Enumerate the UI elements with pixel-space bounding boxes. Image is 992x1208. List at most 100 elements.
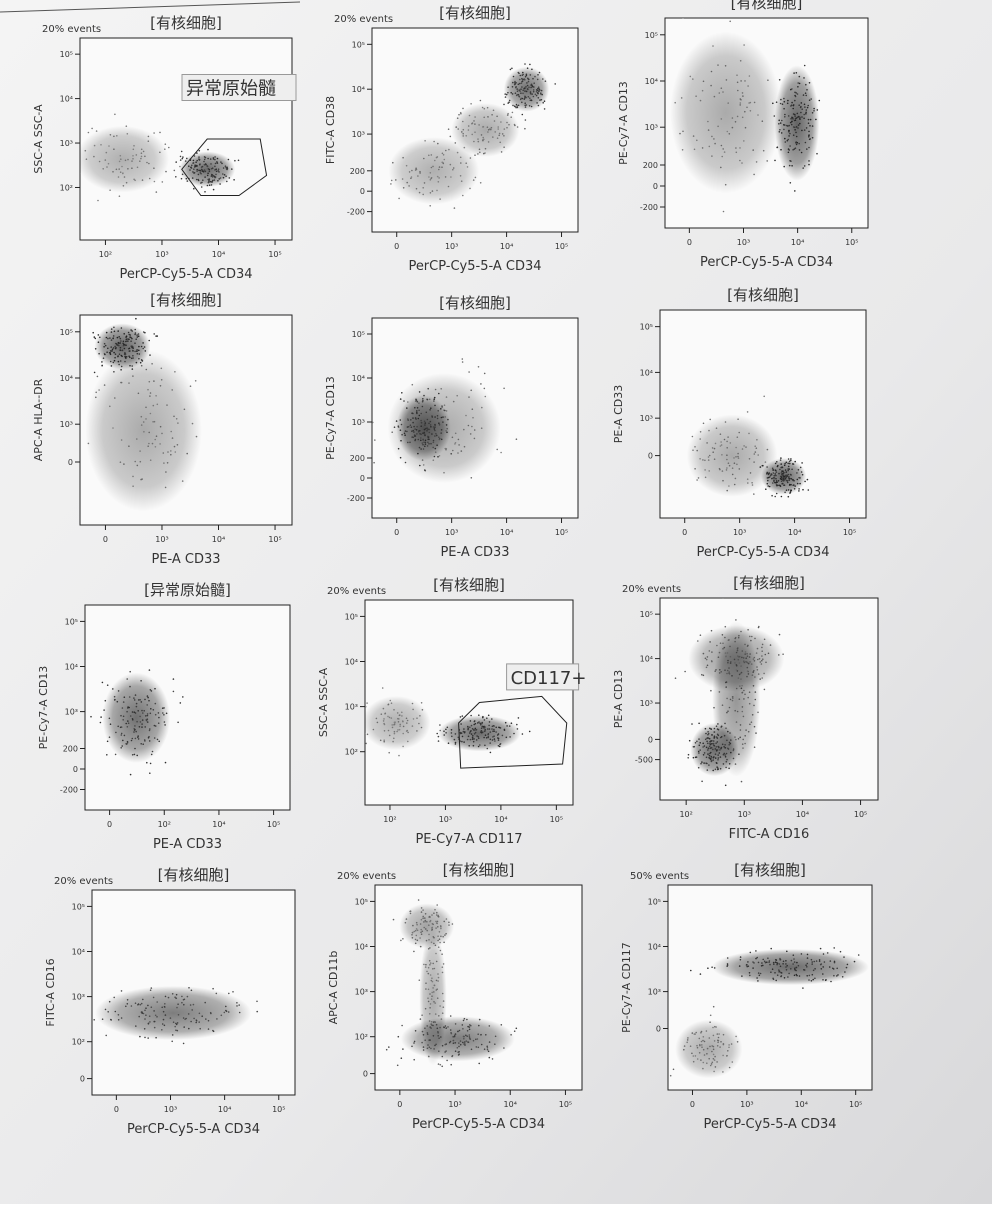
event-dot bbox=[127, 331, 130, 334]
event-dot bbox=[748, 458, 751, 460]
event-dot bbox=[141, 478, 143, 480]
event-dot bbox=[460, 180, 463, 182]
event-dot bbox=[116, 336, 119, 339]
event-dot bbox=[183, 1026, 185, 1028]
event-dot bbox=[441, 992, 444, 995]
event-dot bbox=[535, 89, 538, 91]
event-dot bbox=[792, 149, 794, 151]
event-dot bbox=[127, 722, 130, 724]
event-dot bbox=[726, 697, 728, 700]
event-dot bbox=[120, 990, 123, 992]
event-dot bbox=[713, 736, 716, 738]
event-dot bbox=[114, 753, 117, 756]
event-dot bbox=[513, 1030, 516, 1032]
event-dot bbox=[773, 480, 775, 483]
event-dot bbox=[511, 93, 514, 95]
x-tick-label: 10⁵ bbox=[849, 1100, 862, 1109]
y-axis-label: SSC-A SSC-A bbox=[32, 104, 45, 174]
event-dot bbox=[818, 99, 821, 102]
event-dot bbox=[733, 457, 735, 459]
event-dot bbox=[757, 626, 760, 629]
event-dot bbox=[91, 127, 93, 130]
event-dot bbox=[786, 139, 789, 142]
event-dot bbox=[139, 699, 141, 701]
event-dot bbox=[424, 434, 426, 437]
event-dot bbox=[118, 160, 121, 163]
event-dot bbox=[140, 1002, 143, 1005]
event-dot bbox=[774, 473, 776, 475]
event-dot bbox=[138, 345, 140, 348]
event-dot bbox=[414, 439, 416, 442]
event-dot bbox=[472, 740, 475, 743]
event-dot bbox=[756, 956, 758, 959]
panel-title: [有核细胞] bbox=[734, 861, 806, 879]
event-dot bbox=[145, 368, 148, 371]
event-dot bbox=[775, 480, 778, 482]
event-dot bbox=[783, 977, 786, 979]
event-dot bbox=[491, 739, 494, 741]
y-tick-label: 10⁵ bbox=[352, 330, 365, 339]
event-dot bbox=[695, 1031, 697, 1034]
event-dot bbox=[177, 422, 179, 424]
event-dot bbox=[101, 1018, 104, 1020]
x-axis-label: FITC-A CD16 bbox=[729, 827, 810, 842]
event-dot bbox=[108, 736, 111, 738]
event-dot bbox=[437, 916, 440, 918]
event-dot bbox=[480, 730, 483, 732]
event-dot bbox=[123, 696, 126, 698]
event-dot bbox=[430, 407, 432, 410]
event-dot bbox=[707, 733, 709, 736]
density-cloud bbox=[400, 1016, 515, 1062]
event-dot bbox=[799, 116, 801, 119]
event-dot bbox=[715, 746, 718, 748]
event-dot bbox=[134, 179, 136, 182]
event-dot bbox=[414, 942, 417, 945]
event-dot bbox=[701, 780, 703, 783]
event-dot bbox=[704, 459, 706, 462]
y-tick-label: 10⁵ bbox=[645, 31, 658, 40]
event-dot bbox=[523, 98, 526, 100]
event-dot bbox=[784, 116, 786, 118]
event-dot bbox=[822, 979, 824, 981]
y-tick-label: 0 bbox=[648, 735, 653, 744]
event-dot bbox=[717, 125, 719, 128]
event-dot bbox=[131, 337, 133, 340]
event-dot bbox=[154, 687, 156, 690]
event-dot bbox=[741, 691, 743, 694]
event-dot bbox=[724, 744, 726, 746]
event-dot bbox=[791, 468, 793, 471]
event-dot bbox=[522, 78, 524, 81]
event-dot bbox=[805, 113, 807, 115]
event-dot bbox=[135, 154, 138, 156]
event-dot bbox=[494, 131, 497, 133]
event-dot bbox=[142, 347, 144, 350]
event-dot bbox=[715, 725, 718, 727]
event-dot bbox=[116, 344, 118, 346]
event-dot bbox=[452, 1036, 455, 1038]
event-dot bbox=[833, 947, 835, 949]
event-dot bbox=[692, 78, 694, 80]
event-dot bbox=[415, 418, 417, 420]
event-dot bbox=[420, 437, 422, 439]
event-dot bbox=[121, 165, 123, 168]
panel-title: [有核细胞] bbox=[443, 861, 515, 879]
event-dot bbox=[785, 471, 788, 473]
event-dot bbox=[711, 966, 713, 968]
event-dot bbox=[177, 1014, 180, 1016]
event-dot bbox=[433, 455, 436, 458]
event-dot bbox=[192, 171, 194, 173]
event-dot bbox=[774, 972, 776, 974]
event-dot bbox=[427, 438, 430, 441]
y-tick-label: 10³ bbox=[645, 123, 658, 132]
event-dot bbox=[806, 962, 809, 965]
event-dot bbox=[789, 132, 791, 135]
event-dot bbox=[805, 111, 807, 114]
event-dot bbox=[211, 179, 214, 182]
event-dot bbox=[122, 340, 125, 343]
event-dot bbox=[804, 141, 807, 144]
event-dot bbox=[122, 719, 124, 721]
event-dot bbox=[749, 110, 752, 112]
event-dot bbox=[462, 128, 465, 131]
y-tick-label: 10³ bbox=[352, 130, 365, 139]
event-dot bbox=[437, 735, 440, 738]
